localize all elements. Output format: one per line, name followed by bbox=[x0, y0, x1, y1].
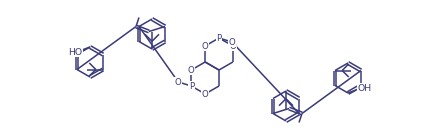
Text: O: O bbox=[230, 41, 236, 51]
Text: O: O bbox=[229, 38, 235, 46]
Text: O: O bbox=[188, 66, 194, 74]
Text: O: O bbox=[202, 41, 208, 51]
Text: HO: HO bbox=[68, 47, 82, 57]
Text: O: O bbox=[175, 78, 182, 87]
Text: P: P bbox=[189, 81, 194, 90]
Text: OH: OH bbox=[358, 83, 372, 93]
Text: O: O bbox=[202, 89, 208, 99]
Text: P: P bbox=[216, 33, 222, 43]
